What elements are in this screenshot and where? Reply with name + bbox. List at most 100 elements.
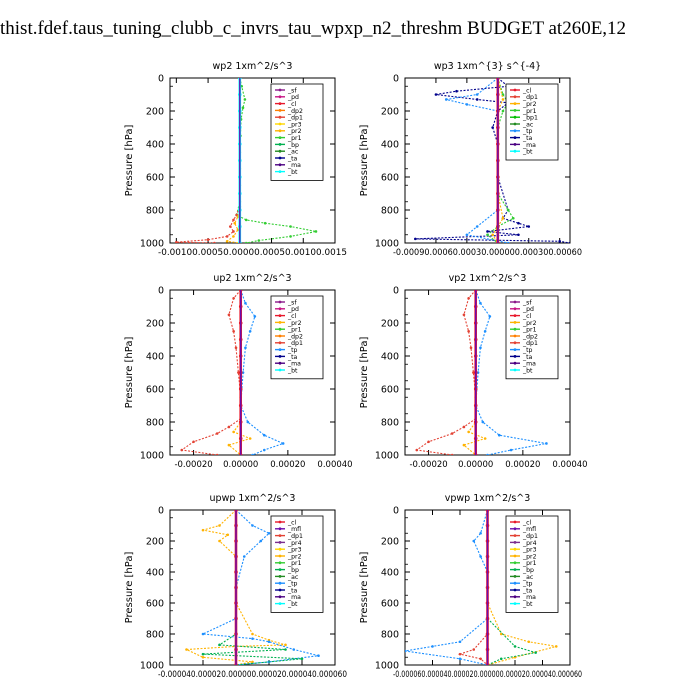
legend-label: _bp xyxy=(287,142,299,149)
legend-marker xyxy=(513,568,517,571)
legend-label: _ac xyxy=(522,574,534,581)
y-tick-label: 400 xyxy=(381,568,399,579)
series-point xyxy=(458,640,462,644)
legend-marker xyxy=(513,109,517,112)
x-tick-label: -0.00090.00060.00030.000000.000300.00060 xyxy=(393,248,582,258)
legend-marker xyxy=(513,95,517,99)
series-point xyxy=(227,425,231,429)
y-tick-label: 600 xyxy=(146,173,164,184)
legend-label: _pr2 xyxy=(287,320,302,327)
series-point xyxy=(289,235,292,238)
series-point xyxy=(225,235,229,238)
series-point xyxy=(218,524,221,527)
legend-marker xyxy=(278,341,282,345)
legend-label: _pr1 xyxy=(522,560,537,567)
legend-label: _pr3 xyxy=(522,547,537,554)
series-point xyxy=(415,448,419,452)
series-point xyxy=(465,103,469,106)
series-point xyxy=(467,296,470,300)
legend-marker xyxy=(513,341,517,345)
y-tick-label: 1000 xyxy=(140,661,164,672)
legend-marker xyxy=(278,321,282,324)
series-point xyxy=(243,98,247,101)
series-point xyxy=(467,430,470,434)
series-point xyxy=(218,643,221,647)
series-point xyxy=(469,346,473,350)
series-point xyxy=(227,443,231,447)
y-tick-label: 800 xyxy=(381,630,399,641)
series-point xyxy=(506,208,510,212)
legend-label: _cl xyxy=(522,87,531,94)
legend-label: _sf xyxy=(287,299,297,306)
legend-marker xyxy=(513,334,517,338)
legend-label: _pr3 xyxy=(287,121,302,128)
chart-panel-6: vpwp 1xm^2/s^3 Pressure [hPa] 0 200 400 600 80… xyxy=(359,493,582,680)
series-point xyxy=(234,346,238,350)
y-tick-label: 0 xyxy=(158,74,164,85)
legend-label: _tp xyxy=(287,581,298,588)
legend-label: _ma xyxy=(287,162,301,169)
series-point xyxy=(284,643,287,647)
chart-title: vpwp 1xm^2/s^3 xyxy=(445,493,531,504)
series-point xyxy=(509,448,513,452)
x-tick-label: -0.000060.000040.000020.000000.000020.00… xyxy=(393,670,582,680)
series-point xyxy=(475,98,479,101)
series-point xyxy=(241,106,245,109)
series-point xyxy=(479,657,482,661)
series-point xyxy=(517,221,520,225)
legend-marker xyxy=(513,149,517,153)
series-point xyxy=(479,531,482,535)
legend-marker xyxy=(513,102,517,105)
series-point xyxy=(206,238,210,241)
legend-marker xyxy=(513,88,517,92)
series-point xyxy=(486,233,489,237)
series-point xyxy=(201,528,205,532)
x-tick-label: 0.00040 xyxy=(552,460,587,470)
series-point xyxy=(554,645,558,648)
legend-label: _dp1 xyxy=(287,340,303,347)
series-point xyxy=(431,645,434,648)
legend-marker xyxy=(278,129,282,133)
legend-marker xyxy=(278,368,282,372)
series-point xyxy=(248,437,252,440)
series-point xyxy=(479,346,482,350)
series-point xyxy=(263,221,267,225)
legend-marker xyxy=(513,348,517,351)
series-point xyxy=(227,313,231,317)
legend-label: _tp xyxy=(522,347,533,354)
series-point xyxy=(232,230,235,233)
series-point xyxy=(534,651,537,654)
legend-marker xyxy=(513,122,517,126)
series-point xyxy=(213,241,216,243)
series-point xyxy=(244,301,247,305)
y-tick-label: 800 xyxy=(381,418,399,429)
legend-label: _cl xyxy=(287,101,296,108)
y-tick-label: 200 xyxy=(381,319,399,330)
chart-title: up2 1xm^2/s^3 xyxy=(213,273,291,284)
series-point xyxy=(185,648,188,651)
series-point xyxy=(472,371,475,374)
series-point xyxy=(483,329,487,333)
series-point xyxy=(527,640,531,644)
series-point xyxy=(491,126,494,129)
series-point xyxy=(475,93,479,96)
y-axis-label: Pressure [hPa] xyxy=(359,552,370,624)
y-tick-label: 200 xyxy=(146,107,164,118)
legend-marker xyxy=(278,547,282,551)
series-point xyxy=(251,660,254,664)
legend-label: _bt xyxy=(522,367,533,374)
series-point xyxy=(527,225,531,228)
series-group xyxy=(405,510,558,665)
legend-label: _pr1 xyxy=(522,327,537,334)
legend-label: _pr1 xyxy=(522,108,537,115)
legend-marker xyxy=(278,314,282,317)
series-point xyxy=(475,225,479,228)
legend-marker xyxy=(513,307,517,311)
legend-marker xyxy=(513,602,517,605)
legend-label: _pr2 xyxy=(287,128,302,135)
legend-marker xyxy=(278,95,282,99)
series-group xyxy=(185,510,320,665)
legend-marker xyxy=(513,554,517,558)
legend-marker xyxy=(513,321,517,324)
